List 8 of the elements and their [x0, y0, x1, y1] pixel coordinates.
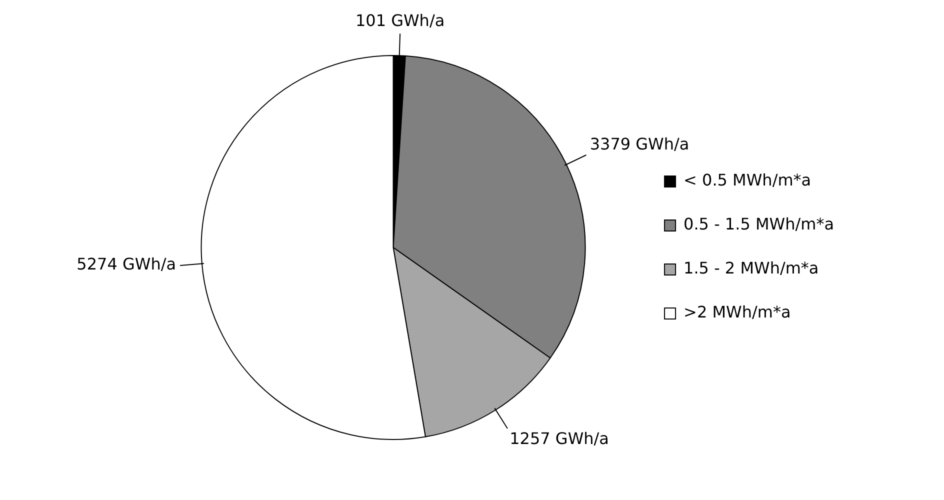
- data-label: 1257 GWh/a: [510, 429, 609, 448]
- data-label: 5274 GWh/a: [76, 254, 176, 274]
- legend-label: < 0.5 MWh/m*a: [684, 170, 812, 190]
- legend-label: >2 MWh/m*a: [684, 302, 791, 322]
- legend-label: 0.5 - 1.5 MWh/m*a: [684, 214, 834, 234]
- legend-label: 1.5 - 2 MWh/m*a: [684, 258, 819, 278]
- data-label: 3379 GWh/a: [590, 134, 690, 154]
- data-label: 101 GWh/a: [355, 10, 445, 30]
